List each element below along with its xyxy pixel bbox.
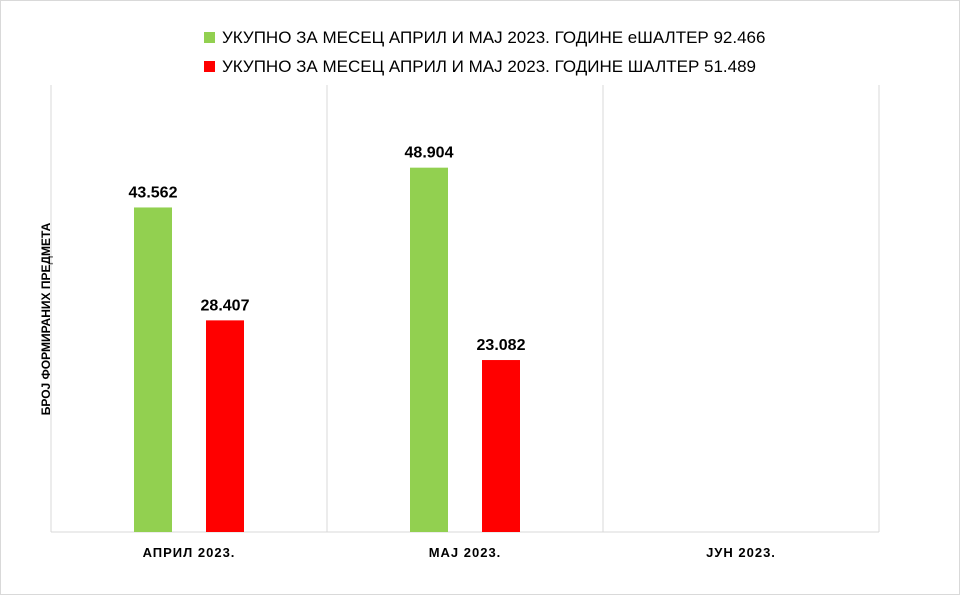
data-label: 23.082: [477, 337, 526, 354]
legend: УКУПНО ЗА МЕСЕЦ АПРИЛ И МАЈ 2023. ГОДИНЕ…: [204, 23, 765, 81]
bar: [134, 207, 172, 532]
bar: [482, 360, 520, 532]
bar: [410, 167, 448, 532]
bar: [206, 320, 244, 532]
data-label: 48.904: [405, 145, 454, 162]
legend-label-eshalter: УКУПНО ЗА МЕСЕЦ АПРИЛ И МАЈ 2023. ГОДИНЕ…: [222, 27, 766, 47]
x-tick-label: МАЈ 2023.: [429, 545, 502, 560]
x-tick-label: ЈУН 2023.: [706, 545, 776, 560]
legend-item-shalter: УКУПНО ЗА МЕСЕЦ АПРИЛ И МАЈ 2023. ГОДИНЕ…: [204, 52, 765, 81]
legend-swatch-shalter: [204, 61, 215, 72]
legend-label-shalter: УКУПНО ЗА МЕСЕЦ АПРИЛ И МАЈ 2023. ГОДИНЕ…: [222, 56, 757, 76]
data-label: 43.562: [129, 184, 178, 201]
x-tick-label: АПРИЛ 2023.: [143, 545, 236, 560]
data-label: 28.407: [201, 297, 250, 314]
legend-item-eshalter: УКУПНО ЗА МЕСЕЦ АПРИЛ И МАЈ 2023. ГОДИНЕ…: [204, 23, 765, 52]
legend-swatch-eshalter: [204, 32, 215, 43]
